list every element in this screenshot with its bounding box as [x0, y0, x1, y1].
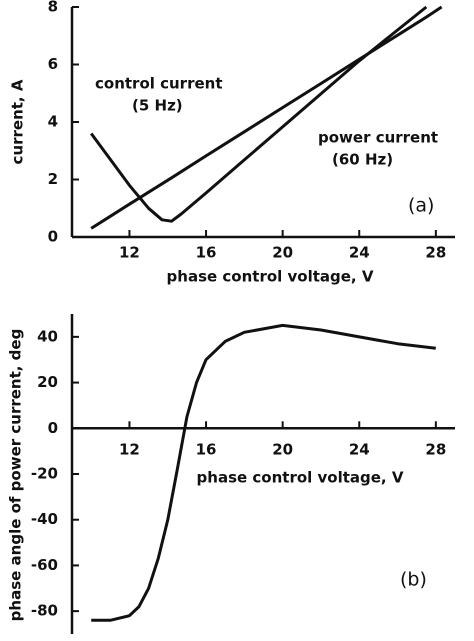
- x-tick-label: 16: [196, 244, 217, 262]
- x-tick-label: 28: [425, 441, 446, 459]
- line-series: [91, 323, 436, 622]
- y-tick-label: -40: [31, 510, 58, 528]
- x-tick-label: 24: [349, 244, 370, 262]
- y-tick-label: 8: [48, 0, 58, 16]
- annotation: control current: [95, 75, 223, 93]
- x-tick-label: 16: [196, 441, 217, 459]
- x-tick-label: 12: [119, 244, 140, 262]
- line-series: [90, 5, 443, 230]
- y-tick-label: 6: [48, 55, 58, 73]
- line-series: [89, 5, 428, 223]
- x-tick-label: 20: [272, 244, 293, 262]
- x-tick-label: 28: [425, 244, 446, 262]
- annotation: (5 Hz): [132, 97, 183, 115]
- annotation: (b): [400, 569, 427, 591]
- x-axis-title: phase control voltage, V: [167, 268, 374, 286]
- y-tick-label: 40: [37, 327, 58, 345]
- y-tick-label: 4: [48, 113, 58, 131]
- y-tick-label: 20: [37, 373, 58, 391]
- y-tick-label: -60: [31, 556, 58, 574]
- annotation: power current: [318, 129, 438, 147]
- x-tick-label: 20: [272, 441, 293, 459]
- annotation: (a): [408, 195, 434, 217]
- y-tick-label: -20: [31, 465, 58, 483]
- annotation: (60 Hz): [332, 151, 393, 169]
- y-tick-label: 0: [48, 228, 58, 246]
- y-tick-label: -80: [31, 602, 58, 620]
- x-axis-title: phase control voltage, V: [197, 469, 404, 487]
- y-tick-label: 0: [48, 419, 58, 437]
- y-tick-label: 2: [48, 170, 58, 188]
- x-tick-label: 12: [119, 441, 140, 459]
- x-tick-label: 24: [349, 441, 370, 459]
- y-axis-title: phase angle of power current, deg: [7, 329, 25, 622]
- y-axis-title: current, A: [9, 79, 27, 164]
